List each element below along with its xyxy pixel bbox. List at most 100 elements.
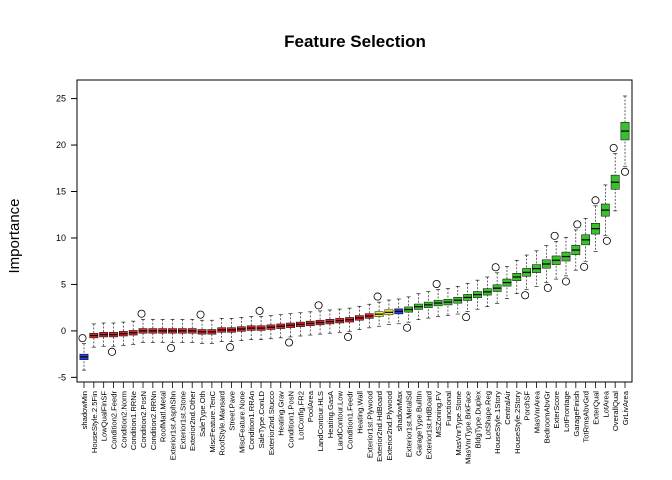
x-tick-label: Exterior1st.Plywood: [365, 391, 374, 458]
feature-box: [473, 279, 482, 310]
x-tick-label: Condition1.RRAn: [247, 391, 256, 450]
outlier-point: [196, 310, 205, 319]
outlier-point: [285, 338, 294, 347]
x-tick-label: BedroomAbvGr: [542, 391, 551, 444]
outlier-point: [521, 291, 530, 300]
x-tick-label: MSZoning.FV: [434, 390, 443, 437]
x-tick-label: LotFrontage: [562, 391, 571, 432]
outlier-point: [432, 279, 441, 288]
feature-box: [246, 316, 256, 341]
feature-box: [285, 313, 295, 347]
feature-box: [394, 298, 404, 325]
y-axis: -5 0 5 10 15 20 25: [56, 94, 78, 382]
outlier-point: [108, 347, 117, 356]
feature-box: [364, 303, 374, 329]
x-tick-label: Street.Pave: [228, 391, 237, 431]
feature-box: [443, 288, 453, 316]
x-tick-label: HouseStyle.2.5Fin: [90, 391, 99, 453]
x-tick-label: OverallQual: [611, 391, 620, 431]
x-tick-label: SaleType.Oth: [198, 391, 207, 437]
feature-box: [620, 95, 630, 176]
outlier-point: [462, 313, 471, 322]
y-tick-label: 10: [56, 233, 66, 243]
outlier-point: [580, 262, 589, 271]
outlier-point: [591, 196, 600, 205]
x-tick-label: Functional: [444, 391, 453, 426]
feature-box: [491, 263, 502, 304]
y-tick-label: 25: [56, 94, 66, 104]
feature-box: [373, 292, 384, 327]
y-tick-label: 0: [61, 326, 66, 336]
feature-box: [532, 250, 541, 287]
feature-box: [255, 306, 266, 341]
feature-box: [414, 293, 423, 321]
x-tick-label: PorchSF: [523, 391, 532, 421]
feature-box: [226, 318, 236, 352]
x-tick-label: HouseStyle.1Story: [493, 391, 502, 454]
feature-box: [571, 220, 582, 271]
feature-box: [276, 314, 286, 339]
feature-box: [217, 318, 227, 342]
feature-box: [502, 266, 512, 299]
x-tick-label: LotArea: [601, 390, 610, 417]
plot-frame: [76, 79, 633, 383]
x-tick-label: MasVnrArea: [532, 390, 541, 433]
feature-box: [600, 184, 611, 245]
outlier-point: [255, 306, 264, 315]
feature-box: [148, 318, 158, 343]
outlier-point: [78, 334, 87, 343]
x-tick-label: shadowMin: [80, 391, 89, 429]
feature-box: [335, 308, 345, 333]
feature-box: [187, 318, 197, 343]
x-tick-label: Heating.GasA: [326, 390, 335, 438]
feature-box: [580, 218, 591, 271]
outlier-point: [550, 231, 559, 240]
chart-title: Feature Selection: [284, 32, 426, 51]
x-tick-label: Exterior2nd.Stucco: [267, 391, 276, 455]
feature-box: [158, 318, 168, 343]
x-tick-label: Exterior1st.HdBoard: [424, 391, 433, 459]
outlier-point: [621, 167, 630, 176]
x-tick-label: Heating.Grav: [277, 391, 286, 436]
x-tick-label: Heating.Wall: [355, 391, 364, 434]
outlier-point: [314, 301, 323, 310]
y-tick-label: -5: [58, 372, 66, 382]
x-tick-label: Condition1.PosN: [287, 391, 296, 448]
x-tick-label: MiscFeature.None: [237, 391, 246, 453]
feature-box: [462, 282, 472, 322]
feature-box: [196, 310, 207, 344]
feature-box: [237, 317, 246, 341]
feature-box: [512, 259, 522, 295]
feature-box: [118, 321, 128, 346]
y-tick-label: 20: [56, 140, 66, 150]
x-tick-label: LandContour.Low: [336, 390, 345, 450]
feature-box: [403, 296, 413, 332]
outlier-point: [602, 236, 611, 245]
feature-box: [128, 320, 138, 345]
box-series: [78, 95, 630, 371]
x-tick-label: GrLivArea: [621, 390, 630, 425]
outlier-point: [137, 309, 146, 318]
feature-box: [305, 311, 315, 336]
feature-box: [591, 196, 600, 252]
x-tick-label: shadowMax: [395, 391, 404, 432]
y-tick-label: 15: [56, 187, 66, 197]
x-tick-label: Condition1.RRNe: [129, 391, 138, 450]
x-tick-label: ExterScore: [552, 391, 561, 429]
feature-box: [89, 323, 99, 348]
feature-box: [99, 322, 109, 347]
feature-box: [108, 322, 118, 356]
feature-box: [314, 301, 325, 335]
x-tick-label: RoofMatl.Metal: [159, 391, 168, 442]
feature-box: [423, 291, 433, 319]
x-tick-label: Exterior1st.AsphShn: [169, 391, 178, 460]
x-tick-label: LotShape.Reg: [483, 391, 492, 440]
feature-box: [78, 334, 89, 371]
feature-box: [207, 319, 217, 344]
x-tick-label: ExterQual: [591, 391, 600, 425]
feature-box: [296, 312, 305, 337]
x-axis: shadowMin HouseStyle.2.5Fin LowQualFinSF Co…: [80, 381, 630, 464]
x-tick-label: TotRmsAbvGrd: [582, 391, 591, 442]
outlier-point: [167, 344, 176, 353]
